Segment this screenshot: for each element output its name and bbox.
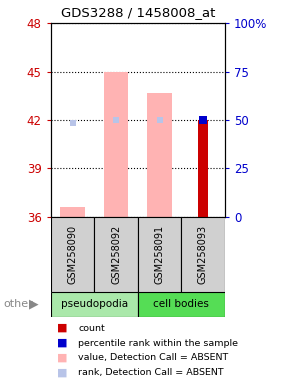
Text: cell bodies: cell bodies	[153, 299, 209, 310]
Text: ■: ■	[57, 353, 67, 363]
Text: GDS3288 / 1458008_at: GDS3288 / 1458008_at	[61, 6, 215, 19]
Text: ■: ■	[57, 323, 67, 333]
Text: rank, Detection Call = ABSENT: rank, Detection Call = ABSENT	[78, 368, 224, 377]
Text: GSM258093: GSM258093	[198, 225, 208, 284]
Text: ■: ■	[57, 338, 67, 348]
Bar	[198, 120, 208, 217]
Bar	[94, 217, 138, 292]
Text: value, Detection Call = ABSENT: value, Detection Call = ABSENT	[78, 354, 229, 362]
Bar	[138, 292, 225, 317]
Text: GSM258092: GSM258092	[111, 225, 121, 284]
Bar	[104, 71, 128, 217]
Text: other: other	[3, 299, 33, 310]
Text: ■: ■	[57, 368, 67, 378]
Text: count: count	[78, 324, 105, 333]
Bar	[181, 217, 225, 292]
Bar	[51, 217, 94, 292]
Text: GSM258091: GSM258091	[155, 225, 164, 284]
Text: ▶: ▶	[28, 298, 38, 311]
Bar	[138, 217, 181, 292]
Bar	[51, 292, 138, 317]
Text: pseudopodia: pseudopodia	[61, 299, 128, 310]
Text: GSM258090: GSM258090	[68, 225, 77, 284]
Bar	[60, 207, 85, 217]
Bar	[147, 93, 172, 217]
Text: percentile rank within the sample: percentile rank within the sample	[78, 339, 238, 348]
